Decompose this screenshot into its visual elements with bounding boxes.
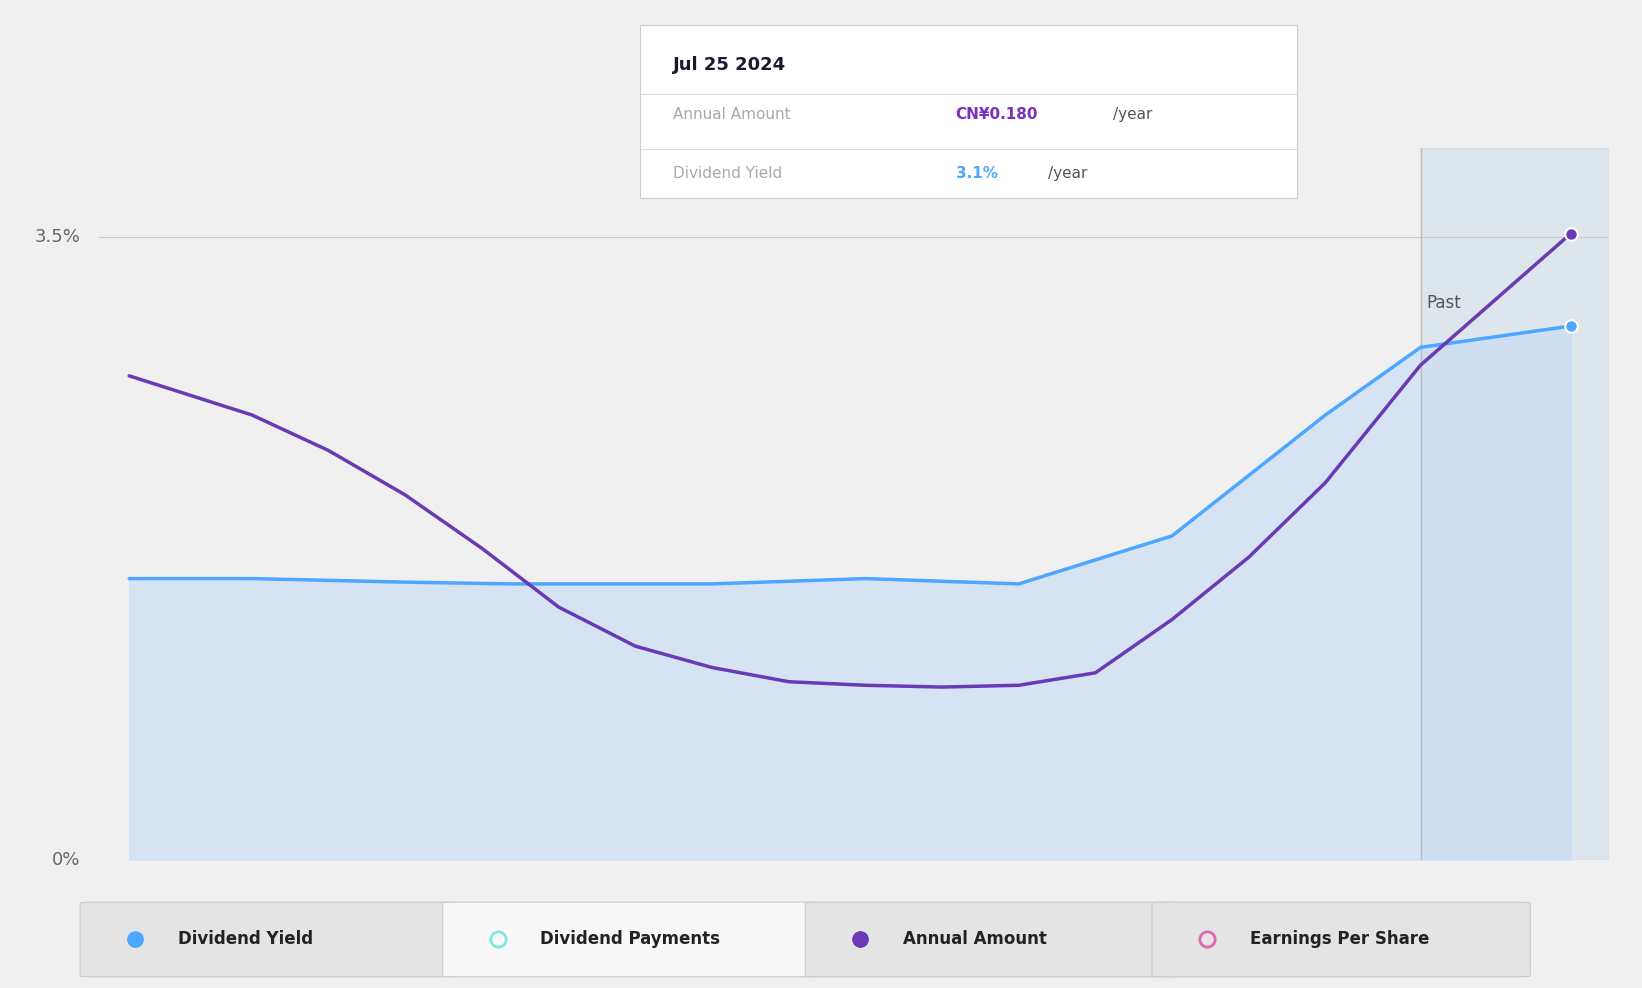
- FancyBboxPatch shape: [80, 902, 458, 977]
- Text: 2019: 2019: [686, 899, 737, 917]
- Text: 3.1%: 3.1%: [956, 166, 998, 181]
- Text: 2016: 2016: [227, 899, 277, 917]
- Text: 2018: 2018: [534, 899, 583, 917]
- FancyBboxPatch shape: [805, 902, 1184, 977]
- Text: 2023: 2023: [1300, 899, 1350, 917]
- Text: /year: /year: [1113, 107, 1153, 123]
- Text: 2017: 2017: [381, 899, 430, 917]
- Text: 2022: 2022: [1148, 899, 1197, 917]
- Text: CN¥0.180: CN¥0.180: [956, 107, 1038, 123]
- Text: Annual Amount: Annual Amount: [673, 107, 791, 123]
- Text: 2021: 2021: [993, 899, 1044, 917]
- Text: Dividend Yield: Dividend Yield: [177, 930, 314, 947]
- FancyBboxPatch shape: [443, 902, 821, 977]
- Text: 2020: 2020: [841, 899, 890, 917]
- Text: Annual Amount: Annual Amount: [903, 930, 1048, 947]
- Text: Dividend Payments: Dividend Payments: [540, 930, 721, 947]
- Text: Past: Past: [1427, 293, 1461, 312]
- Text: /year: /year: [1048, 166, 1087, 181]
- Text: Dividend Yield: Dividend Yield: [673, 166, 783, 181]
- Text: 0%: 0%: [53, 851, 80, 868]
- Text: Jul 25 2024: Jul 25 2024: [673, 56, 787, 74]
- Text: 3.5%: 3.5%: [34, 228, 80, 246]
- Bar: [1420, 148, 1609, 860]
- Text: Earnings Per Share: Earnings Per Share: [1250, 930, 1429, 947]
- FancyBboxPatch shape: [1153, 902, 1530, 977]
- Text: 2024: 2024: [1453, 899, 1504, 917]
